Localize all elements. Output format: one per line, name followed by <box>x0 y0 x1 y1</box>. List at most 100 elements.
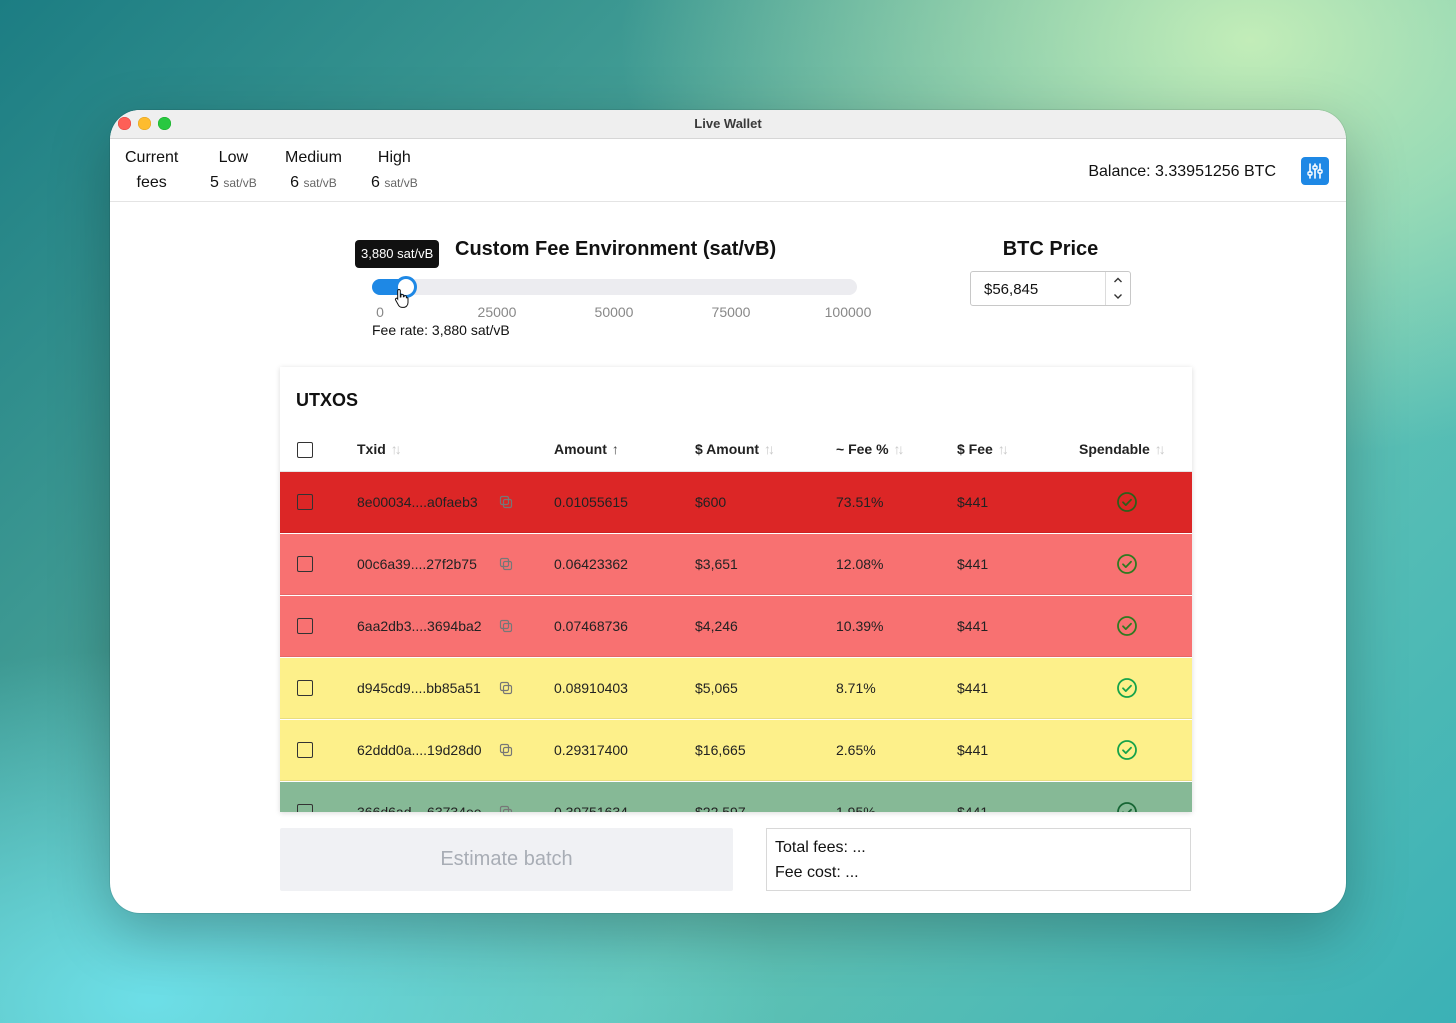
fee-summary-box: Total fees: ... Fee cost: ... <box>766 828 1191 891</box>
usd-amount-cell: $22,597 <box>695 804 746 812</box>
utxo-table-title: UTXOS <box>296 390 359 410</box>
check-circle-icon <box>1117 802 1137 812</box>
row-checkbox[interactable] <box>297 618 313 634</box>
amount-cell: 0.01055615 <box>554 494 628 510</box>
usd-amount-cell: $600 <box>695 494 727 510</box>
txid-cell: 00c6a39....27f2b75 <box>357 556 477 572</box>
fee-rate-readout: Fee rate: 3,880 sat/vB <box>372 322 510 338</box>
btc-price-title: BTC Price <box>1002 238 1099 260</box>
copy-icon[interactable] <box>499 557 513 571</box>
fee-percent-cell: 12.08% <box>836 556 884 572</box>
amount-cell: 0.39751634 <box>554 804 628 812</box>
column-header-label: $ Amount <box>695 441 760 457</box>
column-header-spendable[interactable]: Spendable ↑↓ <box>1079 441 1166 457</box>
row-checkbox[interactable] <box>297 742 313 758</box>
increment-button[interactable] <box>1106 272 1130 288</box>
chevron-down-icon <box>1114 294 1122 299</box>
fee-percent-cell: 8.71% <box>836 680 876 696</box>
pointer-hand-icon <box>394 288 409 308</box>
sliders-icon <box>1307 163 1323 179</box>
sort-icon: ↑↓ <box>893 441 905 457</box>
table-row[interactable]: 6aa2db3....3694ba2 0.07468736 $4,246 10.… <box>280 596 1192 657</box>
usd-amount-cell: $4,246 <box>695 618 738 634</box>
check-circle-icon <box>1117 616 1137 636</box>
current-fees-label-line1: Current <box>125 149 179 166</box>
column-header-amount[interactable]: Amount ↑ <box>554 441 619 457</box>
sort-icon: ↑↓ <box>390 441 402 457</box>
txid-cell: 6aa2db3....3694ba2 <box>357 618 482 634</box>
txid-cell: 8e00034....a0faeb3 <box>357 494 478 510</box>
fee-slider-track[interactable] <box>372 279 857 295</box>
usd-fee-cell: $441 <box>957 804 989 812</box>
sort-icon: ↑↓ <box>997 441 1009 457</box>
column-header-usd-fee[interactable]: $ Fee ↑↓ <box>957 441 1009 457</box>
copy-icon[interactable] <box>499 743 513 757</box>
fee-level-unit: sat/vB <box>223 176 257 190</box>
column-header-label: $ Fee <box>957 441 993 457</box>
row-checkbox[interactable] <box>297 804 313 812</box>
fee-level-value: 5 <box>210 174 219 191</box>
copy-icon[interactable] <box>499 681 513 695</box>
window-title: Live Wallet <box>694 116 762 131</box>
utxo-table-card: UTXOS Txid ↑↓ Amount ↑ $ Amount ↑↓ ~ Fee % ↑… <box>280 367 1192 812</box>
table-row[interactable]: 00c6a39....27f2b75 0.06423362 $3,651 12.… <box>280 534 1192 595</box>
sort-icon: ↑↓ <box>1154 441 1166 457</box>
amount-cell: 0.29317400 <box>554 742 628 758</box>
copy-icon[interactable] <box>499 495 513 509</box>
row-checkbox[interactable] <box>297 494 313 510</box>
table-row[interactable]: 8e00034....a0faeb3 0.01055615 $600 73.51… <box>280 472 1192 533</box>
amount-cell: 0.07468736 <box>554 618 628 634</box>
slider-tick-label: 100000 <box>824 304 872 320</box>
zoom-window-button[interactable] <box>158 117 171 130</box>
check-circle-icon <box>1117 740 1137 760</box>
settings-button[interactable] <box>1301 157 1329 185</box>
balance-display: Balance: 3.33951256 BTC <box>1088 163 1276 180</box>
fee-level-label: Low <box>218 149 249 166</box>
total-fees-text: Total fees: ... <box>775 839 866 856</box>
usd-amount-cell: $3,651 <box>695 556 738 572</box>
usd-amount-cell: $5,065 <box>695 680 738 696</box>
current-fees-label-line2: fees <box>136 174 167 191</box>
slider-tick-label: 75000 <box>711 304 751 320</box>
fee-level-high: High 6 sat/vB <box>371 149 418 192</box>
usd-fee-cell: $441 <box>957 556 989 572</box>
title-bar: Live Wallet <box>110 110 1346 139</box>
fee-level-unit: sat/vB <box>384 176 418 190</box>
fee-cost-text: Fee cost: ... <box>775 864 859 881</box>
check-circle-icon <box>1117 678 1137 698</box>
current-fees-label: Current fees <box>125 149 178 192</box>
fee-percent-cell: 73.51% <box>836 494 884 510</box>
fee-percent-cell: 10.39% <box>836 618 884 634</box>
select-all-checkbox[interactable] <box>297 442 313 458</box>
column-header-label: Spendable <box>1079 441 1150 457</box>
table-row[interactable]: 62ddd0a....19d28d0 0.29317400 $16,665 2.… <box>280 720 1192 781</box>
column-header-txid[interactable]: Txid ↑↓ <box>357 441 402 457</box>
fee-level-value: 6 <box>290 174 299 191</box>
close-window-button[interactable] <box>118 117 131 130</box>
fee-header: Current fees Low 5 sat/vB Medium 6 sat/v… <box>110 139 1346 202</box>
copy-icon[interactable] <box>499 619 513 633</box>
column-header-label: Amount <box>554 441 607 457</box>
slider-tick-label: 0 <box>376 304 384 320</box>
column-header-fee-percent[interactable]: ~ Fee % ↑↓ <box>836 441 905 457</box>
fee-level-label: High <box>377 149 411 166</box>
table-header: Txid ↑↓ Amount ↑ $ Amount ↑↓ ~ Fee % ↑↓ $ Fe… <box>280 429 1192 472</box>
btc-price-input[interactable]: $56,845 <box>970 271 1131 306</box>
fee-level-value: 6 <box>371 174 380 191</box>
decrement-button[interactable] <box>1106 289 1130 305</box>
slider-tick-label: 50000 <box>594 304 634 320</box>
table-row[interactable]: 366d6ad....63734ee 0.39751634 $22,597 1.… <box>280 782 1192 812</box>
copy-icon[interactable] <box>499 805 513 812</box>
amount-cell: 0.08910403 <box>554 680 628 696</box>
chevron-up-icon <box>1114 277 1122 283</box>
usd-fee-cell: $441 <box>957 618 989 634</box>
column-header-label: Txid <box>357 441 386 457</box>
minimize-window-button[interactable] <box>138 117 151 130</box>
row-checkbox[interactable] <box>297 556 313 572</box>
row-checkbox[interactable] <box>297 680 313 696</box>
column-header-usd-amount[interactable]: $ Amount ↑↓ <box>695 441 775 457</box>
app-window: Live Wallet Current fees Low 5 sat/vB Me… <box>110 110 1346 913</box>
table-row[interactable]: d945cd9....bb85a51 0.08910403 $5,065 8.7… <box>280 658 1192 719</box>
fee-level-label: Medium <box>285 149 342 166</box>
estimate-batch-button[interactable]: Estimate batch <box>280 828 733 891</box>
